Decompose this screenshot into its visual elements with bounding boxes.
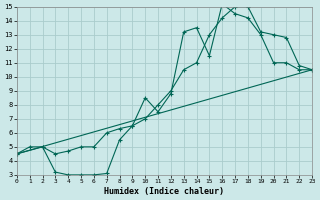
X-axis label: Humidex (Indice chaleur): Humidex (Indice chaleur) xyxy=(104,187,224,196)
